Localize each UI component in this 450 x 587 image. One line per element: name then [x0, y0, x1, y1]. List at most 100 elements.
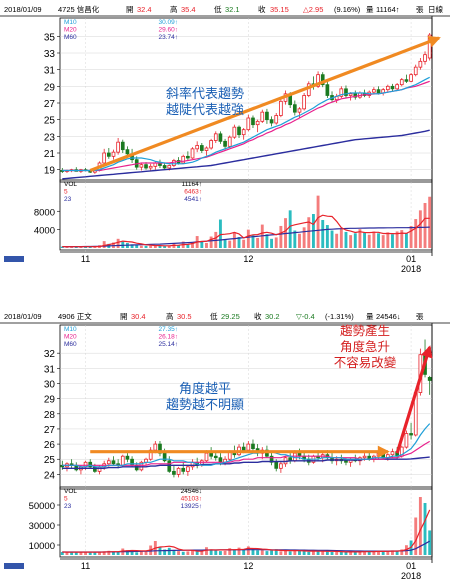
candle-body — [413, 66, 418, 76]
candle-body — [223, 140, 227, 147]
legend-name: M10 — [64, 326, 77, 333]
volume-bar — [116, 238, 120, 248]
x-tick-label: 01 — [406, 254, 416, 264]
legend-name: M60 — [64, 341, 77, 348]
volume-bar — [251, 235, 255, 248]
volume-bar — [191, 549, 194, 555]
volume-bar — [279, 551, 283, 555]
x-tick-label: 11 — [81, 561, 90, 571]
candle-body — [88, 461, 93, 468]
candle-body — [102, 152, 107, 164]
volume-bar — [60, 552, 64, 555]
candle-body — [125, 149, 130, 155]
volume-bar — [293, 550, 297, 555]
candle-body — [344, 460, 348, 463]
candle-body — [120, 455, 125, 466]
volume-bar — [325, 225, 329, 248]
volume-bar — [79, 552, 83, 555]
volume-bar — [65, 552, 69, 555]
volume-bar — [88, 246, 92, 248]
volume-bar — [339, 552, 343, 555]
volume-bar — [102, 551, 106, 555]
volume-bar — [144, 550, 148, 555]
legend-value: 23.74↑ — [158, 34, 178, 41]
candle-body — [181, 467, 186, 472]
header-low-label: 低 — [214, 4, 222, 14]
volume-bar — [200, 242, 204, 248]
volume-ma5-line — [62, 509, 431, 553]
price-tick-label: 21 — [44, 149, 56, 160]
volume-bar — [130, 551, 134, 555]
volume-legend-value: 45103↑ — [181, 496, 202, 503]
candle-body — [418, 60, 423, 68]
annotation-text-red: 不容易改變 — [334, 355, 397, 370]
candle-body — [297, 108, 302, 113]
candle-body — [209, 140, 213, 149]
candle-body — [376, 89, 381, 94]
header-open-label: 開 — [126, 5, 134, 14]
header-high: 30.5 — [177, 312, 192, 321]
volume-bar — [316, 195, 320, 248]
x-tick-label: 11 — [81, 254, 90, 264]
price-tick-label: 33 — [44, 49, 56, 60]
chart-panel-1: 2018/01/09 4725 信昌化 開 32.4 高 35.4 低 32.1 收 35.15 △… — [0, 0, 450, 275]
trend-arrow — [89, 36, 440, 172]
header-high-label: 高 — [166, 311, 174, 321]
volume-bar — [93, 552, 97, 555]
volume-bar — [349, 235, 353, 248]
legend-name: M20 — [64, 334, 77, 341]
price-tick-label: 19 — [44, 166, 56, 177]
candle-body — [320, 74, 325, 86]
candle-body — [246, 443, 251, 451]
volume-tick-label: 10000 — [29, 541, 55, 552]
scroll-indicator — [4, 563, 24, 569]
volume-bar — [265, 551, 269, 555]
header-vol-unit: 張 — [416, 312, 424, 321]
volume-bar — [274, 237, 278, 248]
candle-body — [274, 115, 279, 124]
volume-bar — [88, 552, 92, 555]
volume-bar — [316, 551, 320, 555]
candle-body — [204, 147, 209, 151]
chart-svg-1: 2018/01/09 4725 信昌化 開 32.4 高 35.4 低 32.1 收 35.15 △… — [0, 4, 450, 274]
volume-legend-name: 5 — [64, 189, 68, 196]
volume-bar — [98, 551, 101, 555]
price-tick-label: 31 — [44, 66, 56, 77]
price-tick-label: 31 — [44, 364, 56, 375]
volume-legend-name: 23 — [64, 196, 72, 203]
volume-bar — [418, 497, 422, 555]
candle-body — [139, 461, 144, 471]
legend-value: 29.60↑ — [158, 27, 178, 34]
price-tick-label: 29 — [44, 82, 56, 93]
volume-bar — [158, 245, 162, 248]
volume-bar — [70, 246, 74, 248]
candle-body — [409, 74, 413, 82]
trend-arrowhead — [377, 445, 390, 458]
candle-body — [172, 470, 176, 475]
volume-bar — [265, 234, 269, 248]
volume-bar — [70, 552, 74, 555]
volume-bar — [423, 202, 427, 248]
header-close: 30.2 — [265, 312, 280, 321]
volume-bar — [251, 548, 255, 555]
candle-body — [362, 455, 367, 459]
volume-bar — [144, 245, 148, 248]
volume-legend-name: 23 — [64, 503, 72, 510]
candle-body — [97, 466, 102, 472]
volume-bar — [377, 233, 380, 248]
header-code-name: 4906 正文 — [58, 311, 92, 321]
volume-bar — [228, 548, 232, 555]
price-tick-label: 27 — [44, 425, 56, 436]
candle-body — [316, 74, 320, 87]
volume-bar — [181, 551, 185, 555]
candle-body — [162, 165, 167, 169]
volume-bar — [163, 246, 167, 248]
header-vol: 24546↓ — [376, 312, 401, 321]
candle-body — [120, 141, 125, 151]
ma10-line — [62, 423, 431, 468]
volume-bar — [232, 549, 236, 555]
volume-bar — [60, 246, 64, 248]
volume-bar — [149, 245, 153, 248]
candle-body — [227, 136, 232, 147]
volume-bar — [381, 235, 385, 248]
